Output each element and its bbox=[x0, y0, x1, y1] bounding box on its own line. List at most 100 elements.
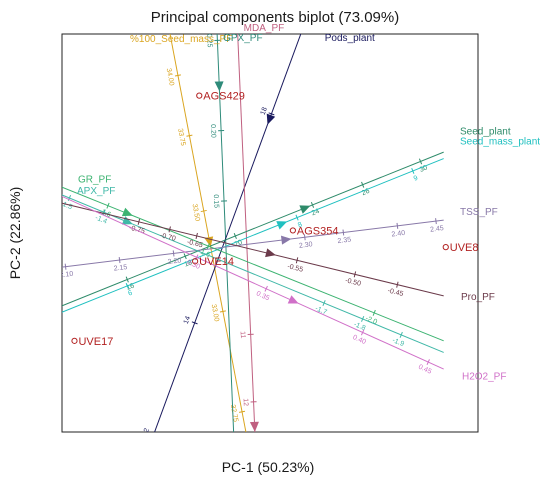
tick-apx-pf-4 bbox=[399, 331, 403, 338]
tick-label-100-seed-mass-pf-5: 32.75 bbox=[229, 404, 239, 423]
arrow-tss-pf bbox=[280, 235, 292, 245]
x-axis-title: PC-1 (50.23%) bbox=[222, 459, 315, 475]
tick-label-tss-pf-0: 2.10 bbox=[59, 271, 73, 280]
tick-label-apx-pf-0: -1.5 bbox=[59, 200, 73, 211]
obs-point-uve8 bbox=[442, 244, 449, 251]
tick-label-pods-plant-2: 14 bbox=[183, 315, 192, 325]
obs-label-ags354: AGS354 bbox=[297, 225, 339, 237]
tick-label-pro-pf-4: -0.50 bbox=[344, 277, 361, 288]
tick-pro-pf-3 bbox=[295, 257, 299, 264]
variable-vectors: 34.2534.0033.7533.5033.0032.750.250.200.… bbox=[59, 34, 444, 454]
var-label-mda-pf: MDA_PF bbox=[244, 23, 285, 34]
tick-tss-pf-5 bbox=[396, 222, 399, 229]
tick-label-pods-plant-1: 18 bbox=[260, 106, 269, 116]
tick-label-tss-pf-4: 2.35 bbox=[337, 236, 351, 245]
tick-label-pro-pf-3: -0.55 bbox=[287, 263, 304, 274]
tick-label-100-seed-mass-pf-1: 34.00 bbox=[165, 68, 175, 87]
tick-label-100-seed-mass-pf-4: 33.00 bbox=[210, 304, 220, 323]
vector-seed-plant bbox=[62, 151, 444, 307]
vector-h2o2-pf bbox=[62, 195, 444, 370]
tick-gr-pf-1 bbox=[206, 243, 210, 250]
chart-title: Principal components biplot (73.09%) bbox=[151, 9, 399, 26]
var-label-pods-plant: Pods_plant bbox=[325, 33, 375, 44]
tick-tss-pf-3 bbox=[303, 234, 306, 241]
tick-pods-plant-2 bbox=[191, 321, 198, 325]
var-label-gpx-pf: GPX_PF bbox=[223, 33, 262, 44]
tick-100-seed-mass-pf-2 bbox=[186, 134, 193, 137]
tick-seed-mass-plant-2 bbox=[411, 167, 415, 174]
tick-label-seed-mass-plant-2: 9 bbox=[413, 175, 419, 183]
tick-seed-plant-2 bbox=[233, 233, 237, 239]
tick-label-gpx-pf-2: 0.15 bbox=[212, 194, 220, 208]
tick-pro-pf-5 bbox=[396, 281, 399, 288]
tick-pro-pf-1 bbox=[168, 226, 171, 233]
tick-label-tss-pf-5: 2.40 bbox=[391, 230, 405, 239]
tick-100-seed-mass-pf-1 bbox=[174, 74, 181, 77]
var-label-seed-plant: Seed_plant bbox=[460, 126, 511, 137]
tick-label-seed-plant-1: 18 bbox=[183, 259, 193, 268]
obs-point-ags354 bbox=[289, 227, 296, 234]
observations: AGS429 AGS354 UVE8 UVE14 UVE17 bbox=[71, 91, 479, 348]
tick-tss-pf-2 bbox=[172, 250, 175, 257]
tick-label-100-seed-mass-pf-2: 33.75 bbox=[176, 128, 186, 147]
var-label-100-seed-mass-pf: %100_Seed_mass_PF bbox=[130, 34, 232, 45]
tick-label-mda-pf-1: 11 bbox=[239, 331, 246, 339]
tick-label-100-seed-mass-pf-3: 33.50 bbox=[190, 203, 200, 222]
vector-mda-pf bbox=[237, 34, 256, 432]
tick-label-seed-mass-plant-1: 8 bbox=[297, 221, 303, 229]
tick-100-seed-mass-pf-4 bbox=[219, 310, 226, 313]
vector-gr-pf bbox=[62, 186, 444, 342]
tick-h2o2-pf-1 bbox=[264, 285, 268, 292]
var-label-tss-pf: TSS_PF bbox=[460, 207, 498, 218]
tick-seed-mass-plant-1 bbox=[295, 214, 299, 221]
plot-frame bbox=[61, 33, 479, 433]
vector-apx-pf bbox=[62, 194, 444, 353]
tick-pro-pf-0 bbox=[137, 218, 141, 225]
tick-label-seed-plant-2: 20 bbox=[234, 239, 244, 248]
tick-tss-pf-1 bbox=[118, 257, 121, 264]
tick-pro-pf-4 bbox=[353, 271, 357, 278]
tick-label-pro-pf-5: -0.45 bbox=[387, 287, 404, 298]
tick-label-pods-plant-3: 12 bbox=[142, 427, 151, 437]
obs-label-uve14: UVE14 bbox=[199, 256, 234, 268]
tick-label-h2o2-pf-2: 0.40 bbox=[352, 334, 367, 346]
vector-pro-pf bbox=[62, 202, 444, 297]
tick-h2o2-pf-3 bbox=[426, 359, 430, 366]
tick-pods-plant-1 bbox=[268, 112, 275, 116]
tick-seed-plant-4 bbox=[361, 181, 365, 188]
obs-point-ags429 bbox=[196, 92, 203, 99]
tick-label-tss-pf-1: 2.15 bbox=[113, 264, 127, 273]
tick-label-gpx-pf-1: 0.20 bbox=[209, 124, 217, 138]
var-label-pro-pf: Pro_PF bbox=[461, 292, 495, 303]
tick-seed-plant-3 bbox=[310, 201, 315, 208]
arrow-mda-pf bbox=[249, 421, 259, 432]
tick-label-mda-pf-3: 13 bbox=[244, 446, 251, 454]
tick-pro-pf-2 bbox=[195, 232, 198, 239]
var-label-seed-mass-plant: Seed_mass_plant bbox=[460, 137, 540, 148]
tick-label-apx-pf-2: -1.7 bbox=[314, 305, 328, 316]
tick-gr-pf-0 bbox=[106, 202, 110, 209]
var-label-h2o2-pf: H2O2_PF bbox=[462, 372, 506, 383]
obs-point-uve14 bbox=[192, 258, 199, 265]
vector-100-seed-mass-pf bbox=[169, 34, 247, 432]
tick-label-seed-plant-0: 16 bbox=[125, 283, 135, 292]
tick-label-tss-pf-3: 2.30 bbox=[299, 241, 313, 250]
tick-label-seed-plant-3: 24 bbox=[311, 208, 321, 217]
tick-label-seed-plant-4: 26 bbox=[361, 188, 371, 197]
vector-seed-mass-plant bbox=[62, 158, 444, 313]
obs-label-uve17: UVE17 bbox=[78, 336, 113, 348]
tick-tss-pf-6 bbox=[435, 218, 437, 225]
obs-point-uve17 bbox=[71, 337, 78, 344]
arrow-seed-plant bbox=[299, 205, 311, 214]
tick-seed-plant-1 bbox=[183, 253, 187, 260]
tick-apx-pf-2 bbox=[322, 300, 326, 307]
vector-gpx-pf bbox=[216, 34, 235, 432]
arrow-gpx-pf bbox=[214, 81, 224, 92]
obs-label-uve8: UVE8 bbox=[450, 242, 479, 254]
vector-pods-plant bbox=[154, 34, 302, 432]
tick-seed-plant-0 bbox=[125, 276, 129, 283]
tick-tss-pf-0 bbox=[64, 263, 67, 270]
tick-pods-plant-3 bbox=[151, 434, 157, 436]
tick-label-apx-pf-4: -1.9 bbox=[391, 337, 405, 348]
